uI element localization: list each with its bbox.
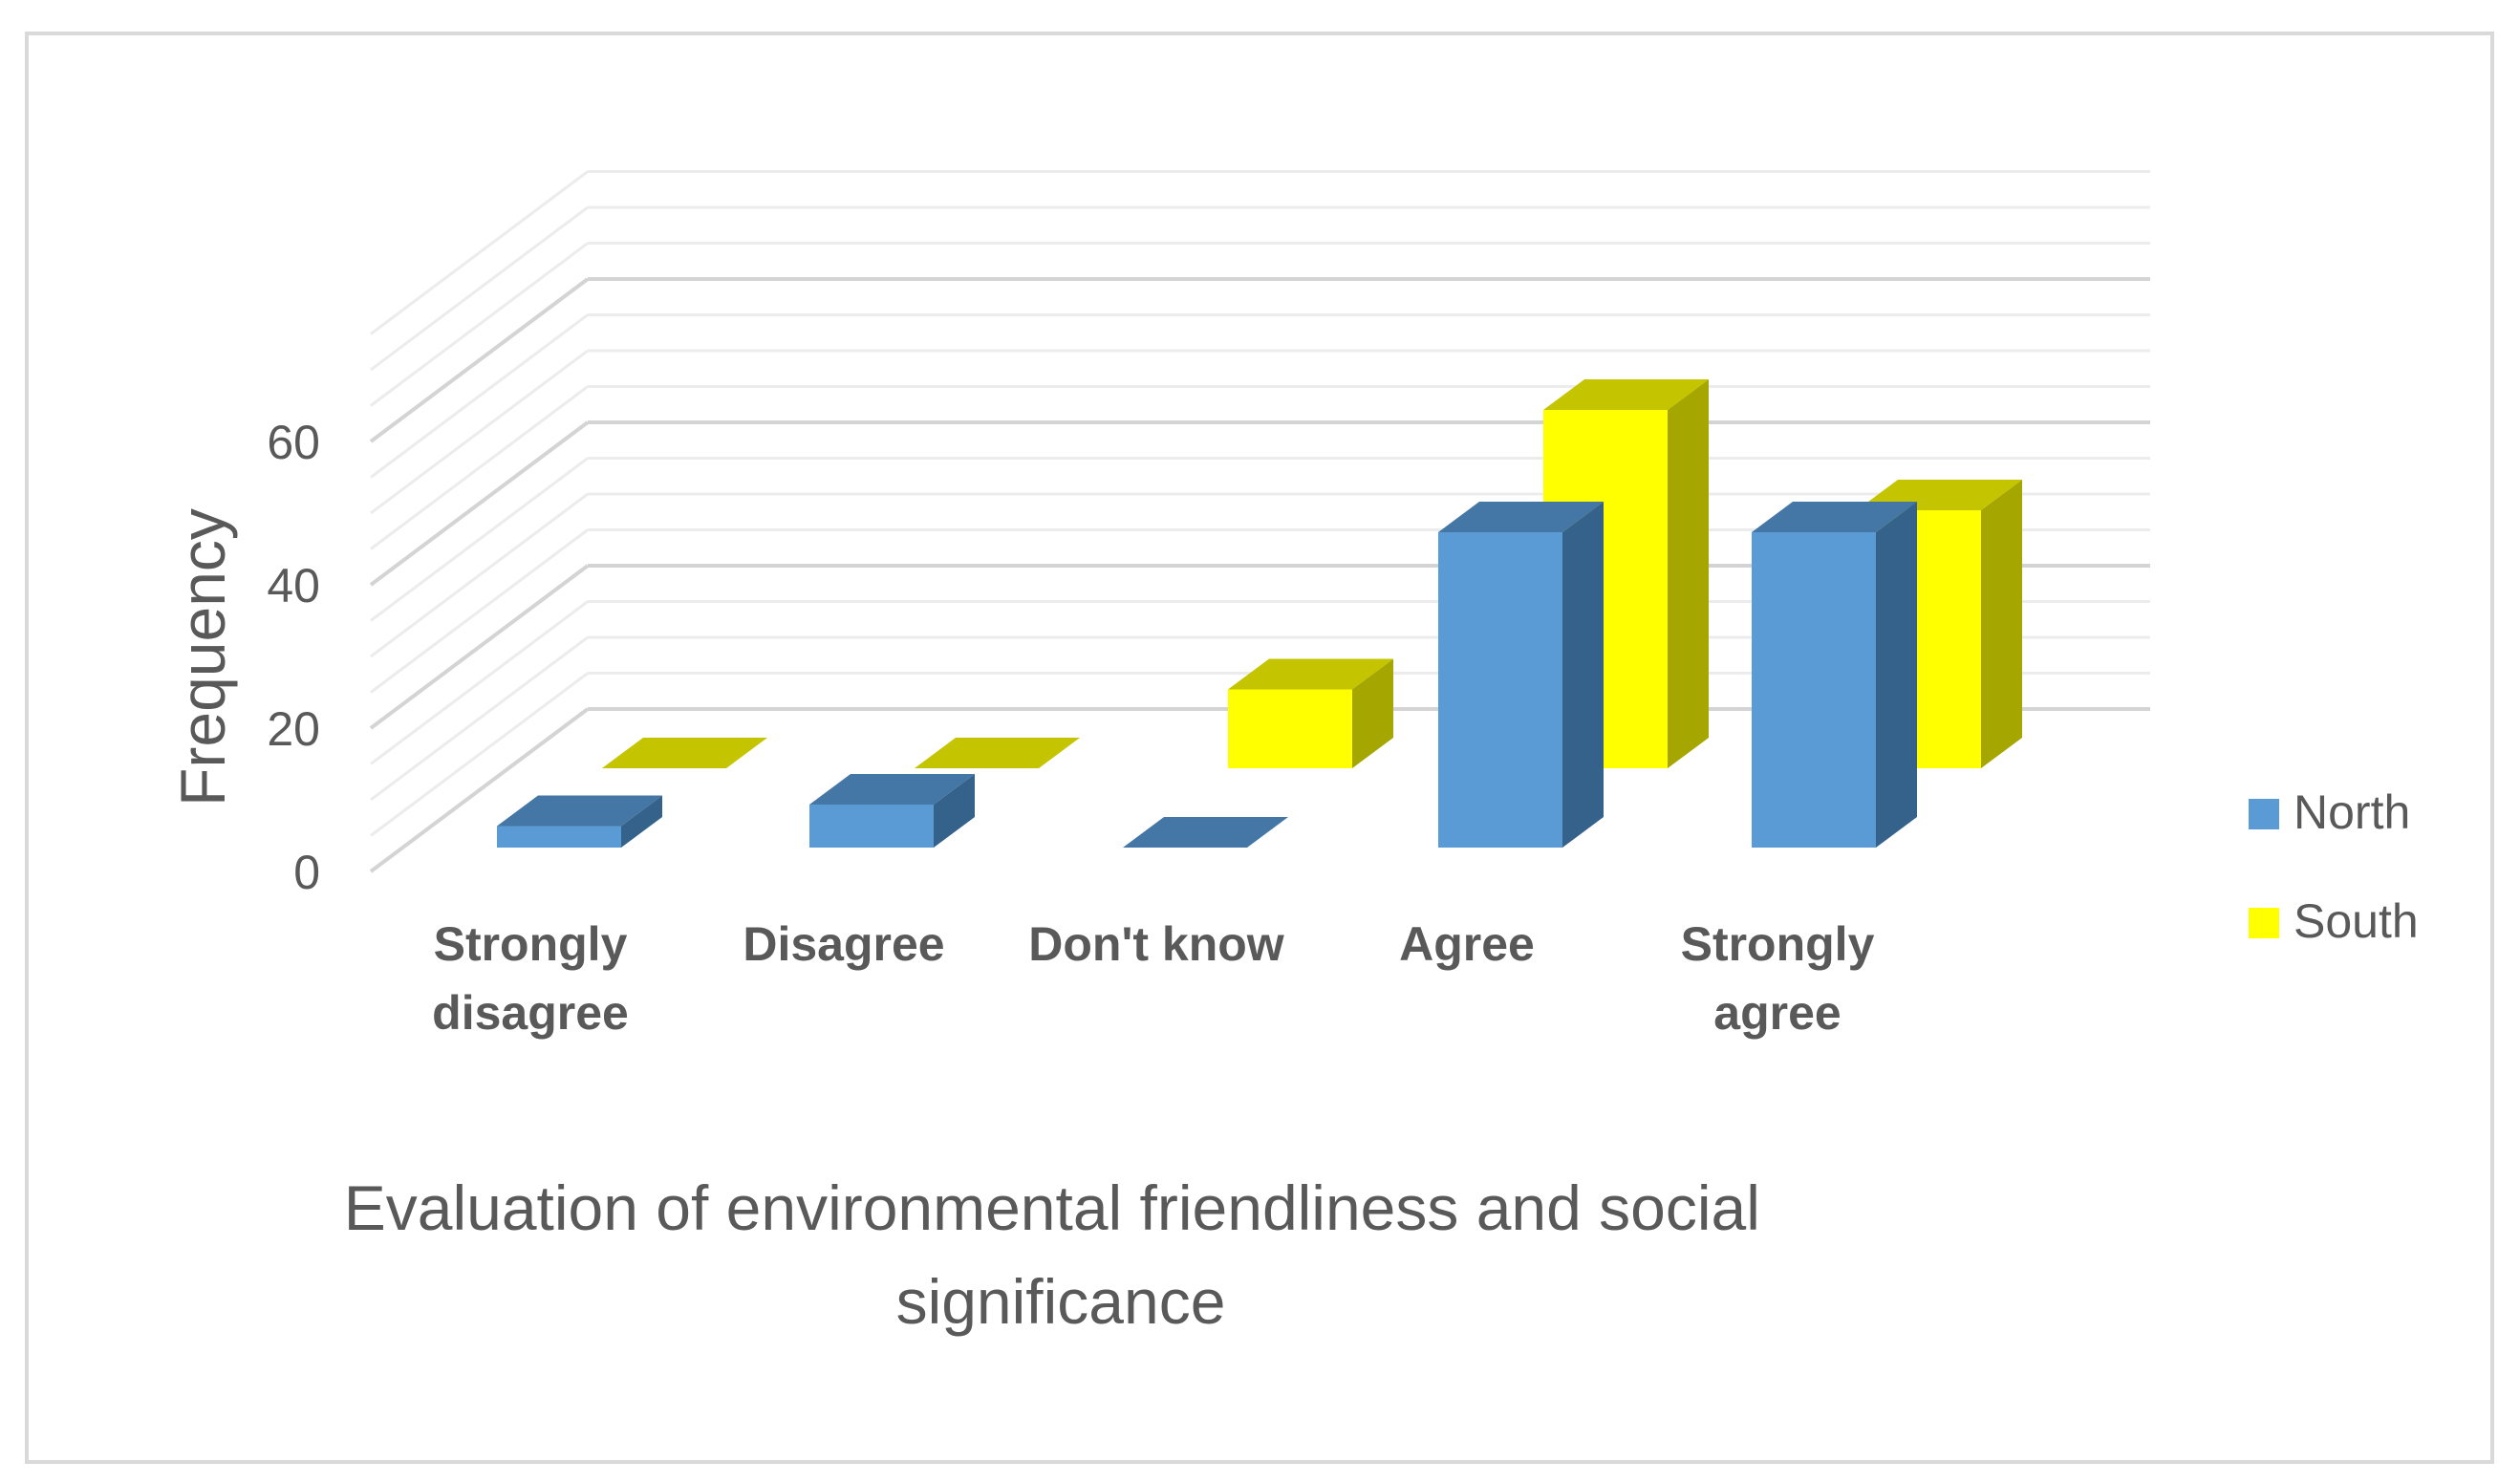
gridline-side — [369, 707, 590, 873]
bar-south-top — [915, 738, 1080, 768]
bars — [497, 379, 2022, 848]
y-axis-title: Frequency — [167, 508, 238, 806]
gridline-side — [370, 385, 589, 550]
gridline-side — [370, 242, 589, 407]
gridline-side — [370, 313, 589, 479]
bar-south-top — [602, 738, 767, 768]
gridline-side — [369, 277, 590, 443]
bar-north-top — [1752, 502, 1917, 532]
gridline-side — [370, 600, 589, 765]
x-axis-title-line-2: significance — [896, 1266, 1226, 1337]
bar-south-side — [1981, 480, 2022, 768]
legend-swatch-south — [2249, 908, 2279, 938]
x-tick-label: Strongly disagree — [432, 917, 629, 1040]
gridline-side — [370, 635, 589, 802]
bar-north-front — [809, 805, 934, 848]
gridline-side — [369, 420, 590, 587]
legend-label-south: South — [2294, 894, 2419, 948]
gridlines — [369, 170, 2150, 873]
bar-south-top — [1228, 658, 1393, 690]
bar-north-side — [1876, 502, 1917, 848]
y-axis-ticks: 0 20 40 60 — [267, 416, 320, 899]
bar-north-top — [497, 795, 662, 827]
bar-south-front — [1228, 689, 1352, 768]
x-axis-title-line-1: Evaluation of environmental friendliness… — [344, 1172, 1760, 1243]
category-labels: Strongly disagree Disagree Don't know Agree S… — [432, 917, 1874, 1040]
x-tick-label: Agree — [1399, 917, 1535, 971]
gridline-side — [370, 170, 589, 335]
bar-north-side — [1562, 502, 1604, 848]
bar-north-front — [1438, 532, 1562, 848]
gridline-side — [370, 672, 589, 837]
bar-north-front — [1752, 532, 1876, 848]
x-tick-label: Don't know — [1028, 917, 1284, 971]
bar-south-top — [1543, 379, 1709, 410]
gridline-side — [370, 492, 589, 658]
bar-north-top — [1123, 817, 1288, 848]
bar-north-front — [497, 826, 621, 848]
legend: North South — [2249, 785, 2419, 948]
bar-north-top — [809, 774, 975, 805]
gridline-side — [370, 457, 589, 622]
y-tick-label: 60 — [267, 416, 320, 469]
x-tick-label: Disagree — [743, 917, 944, 971]
x-tick-label: Strongly agree — [1681, 917, 1875, 1040]
y-tick-label: 0 — [293, 846, 320, 899]
gridline-side — [370, 528, 589, 694]
bar-north-side — [621, 795, 662, 848]
bar-south-side — [1668, 379, 1709, 768]
gridline-side — [370, 349, 589, 515]
legend-label-north: North — [2294, 785, 2410, 839]
bar-north-side — [934, 774, 975, 848]
x-axis-title: Evaluation of environmental friendliness… — [344, 1172, 1778, 1337]
gridline-side — [370, 205, 589, 372]
legend-swatch-north — [2249, 799, 2279, 829]
gridline-side — [369, 564, 590, 730]
y-tick-label: 20 — [267, 702, 320, 756]
bar-north-top — [1438, 502, 1604, 532]
y-tick-label: 40 — [267, 559, 320, 613]
bar-south-side — [1352, 658, 1393, 768]
